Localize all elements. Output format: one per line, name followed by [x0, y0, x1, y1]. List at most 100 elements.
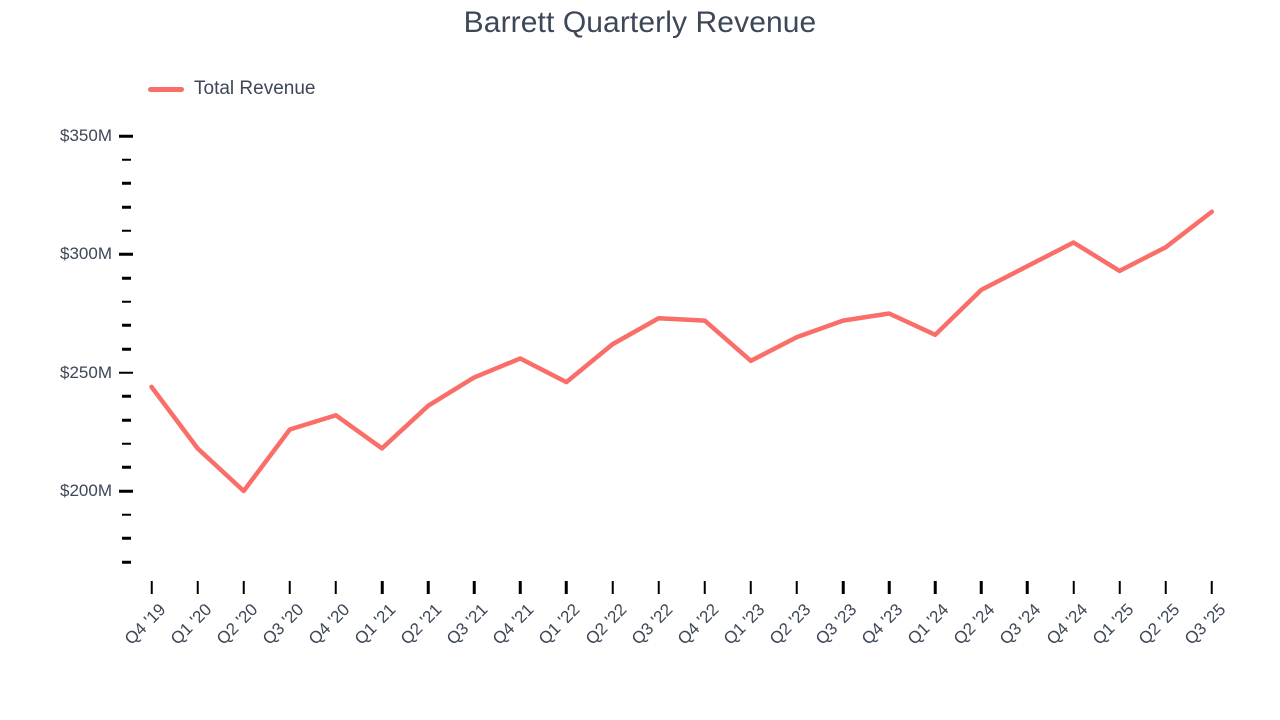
x-axis-label: Q1 '20	[158, 600, 216, 658]
x-axis-label-text: Q3 '24	[996, 600, 1045, 649]
x-axis-label: Q2 '25	[1126, 600, 1184, 658]
y-axis-minor-tick	[122, 466, 131, 469]
x-axis-tick	[703, 581, 706, 594]
x-axis-label: Q3 '21	[434, 600, 492, 658]
y-axis-minor-tick	[122, 560, 131, 564]
chart-title: Barrett Quarterly Revenue	[463, 6, 817, 39]
x-axis-tick	[380, 581, 384, 594]
x-axis-label: Q2 '21	[388, 600, 446, 658]
y-axis-minor-tick	[122, 300, 131, 303]
x-axis-label: Q1 '21	[342, 600, 400, 658]
x-axis-label-text: Q3 '23	[811, 600, 861, 649]
x-axis-tick	[980, 581, 983, 594]
y-axis-labels: $200M $250M $300M $350M	[0, 0, 112, 720]
x-axis-label-text: Q3 '21	[443, 600, 492, 649]
y-axis-label: $250M	[60, 362, 112, 382]
x-axis-tick	[565, 581, 568, 594]
x-axis-label: Q3 '20	[250, 600, 308, 658]
x-axis-label: Q2 '22	[573, 600, 631, 658]
x-axis-label: Q4 '21	[480, 600, 538, 658]
x-axis-label-text: Q4 '19	[120, 600, 169, 649]
x-axis-tick	[1118, 581, 1121, 594]
x-axis-label: Q3 '25	[1172, 600, 1230, 658]
x-axis-label-text: Q1 '25	[1088, 600, 1138, 649]
y-axis-minor-tick	[122, 229, 131, 232]
y-axis-minor-tick	[122, 442, 131, 445]
x-axis-label-text: Q3 '20	[258, 600, 308, 649]
x-axis-tick	[795, 581, 799, 594]
x-axis-label-text: Q3 '25	[1180, 600, 1230, 649]
x-axis-label: Q3 '24	[988, 600, 1046, 658]
x-axis-tick	[841, 581, 845, 594]
x-axis-label: Q2 '24	[941, 600, 999, 658]
x-axis-tick	[1164, 581, 1167, 594]
x-axis-tick	[611, 581, 614, 594]
y-axis-major-tick	[119, 253, 133, 256]
x-axis-label-text: Q1 '23	[719, 600, 769, 649]
x-axis-tick	[887, 581, 891, 594]
x-axis-tick	[657, 581, 660, 594]
x-axis-label: Q4 '22	[665, 600, 723, 658]
y-axis-label: $350M	[60, 126, 112, 145]
x-axis-tick	[150, 581, 153, 594]
x-axis-label-text: Q2 '22	[581, 600, 630, 649]
x-axis-tick	[242, 581, 245, 594]
x-axis-tick	[933, 581, 937, 594]
x-axis-label-text: Q4 '22	[673, 600, 723, 649]
x-axis-tick	[1210, 581, 1214, 594]
y-axis-major-tick	[119, 489, 133, 493]
x-axis-label: Q3 '23	[803, 600, 861, 658]
x-axis-label-text: Q4 '21	[489, 600, 538, 649]
y-axis-minor-tick	[122, 513, 131, 516]
x-axis-tick	[1026, 581, 1029, 594]
x-axis-label-text: Q1 '21	[350, 600, 400, 649]
y-axis-minor-tick	[122, 182, 131, 185]
x-axis-label-text: Q4 '23	[858, 600, 907, 649]
x-axis-label: Q4 '23	[849, 600, 907, 658]
x-axis-label: Q2 '23	[757, 600, 815, 658]
y-axis-major-tick	[119, 371, 133, 374]
y-axis-minor-tick	[122, 205, 131, 209]
x-axis-label-text: Q1 '20	[166, 600, 216, 649]
line-series-total-revenue	[149, 209, 1215, 494]
x-axis-label: Q4 '19	[112, 600, 170, 658]
y-axis-major-tick	[119, 134, 133, 138]
x-axis-label: Q1 '24	[895, 600, 953, 658]
x-axis-tick	[472, 581, 476, 594]
x-axis-label: Q3 '22	[619, 600, 677, 658]
x-axis-label: Q4 '20	[296, 600, 354, 658]
x-axis-tick	[334, 581, 338, 594]
y-axis-minor-tick	[122, 537, 131, 540]
y-axis-minor-tick	[122, 347, 131, 351]
x-axis-label-text: Q2 '23	[765, 600, 815, 649]
x-axis-label: Q4 '24	[1034, 600, 1092, 658]
y-axis-minor-tick	[122, 158, 131, 161]
legend-label-total-revenue: Total Revenue	[194, 78, 316, 99]
x-axis-label-text: Q4 '20	[304, 600, 354, 649]
x-axis-tick	[196, 581, 199, 594]
chart-legend: Total Revenue	[148, 78, 315, 100]
y-axis-minor-tick	[122, 418, 131, 422]
x-axis-label-text: Q4 '24	[1042, 600, 1091, 649]
y-axis-minor-tick	[122, 276, 131, 280]
x-axis-tick	[519, 581, 522, 594]
legend-color-swatch-total-revenue	[148, 86, 184, 92]
y-axis-minor-tick	[122, 395, 131, 398]
x-axis-tick	[1072, 581, 1075, 594]
x-axis-label-text: Q1 '24	[904, 600, 953, 649]
x-axis-label-text: Q2 '21	[397, 600, 446, 649]
y-axis-label: $200M	[60, 481, 112, 500]
x-axis-tick	[288, 581, 292, 594]
x-axis-tick	[749, 581, 753, 594]
x-axis-label: Q2 '20	[204, 600, 262, 658]
x-axis-label-text: Q3 '22	[627, 600, 677, 649]
x-axis-tick	[426, 581, 430, 594]
x-axis-label-text: Q2 '20	[212, 600, 262, 649]
x-axis-label: Q1 '25	[1080, 600, 1138, 658]
y-axis-minor-tick	[122, 324, 131, 327]
x-axis-label: Q1 '23	[711, 600, 769, 658]
y-axis-label: $300M	[60, 244, 112, 264]
x-axis-label: Q1 '22	[527, 600, 585, 658]
x-axis-label-text: Q1 '22	[535, 600, 584, 649]
